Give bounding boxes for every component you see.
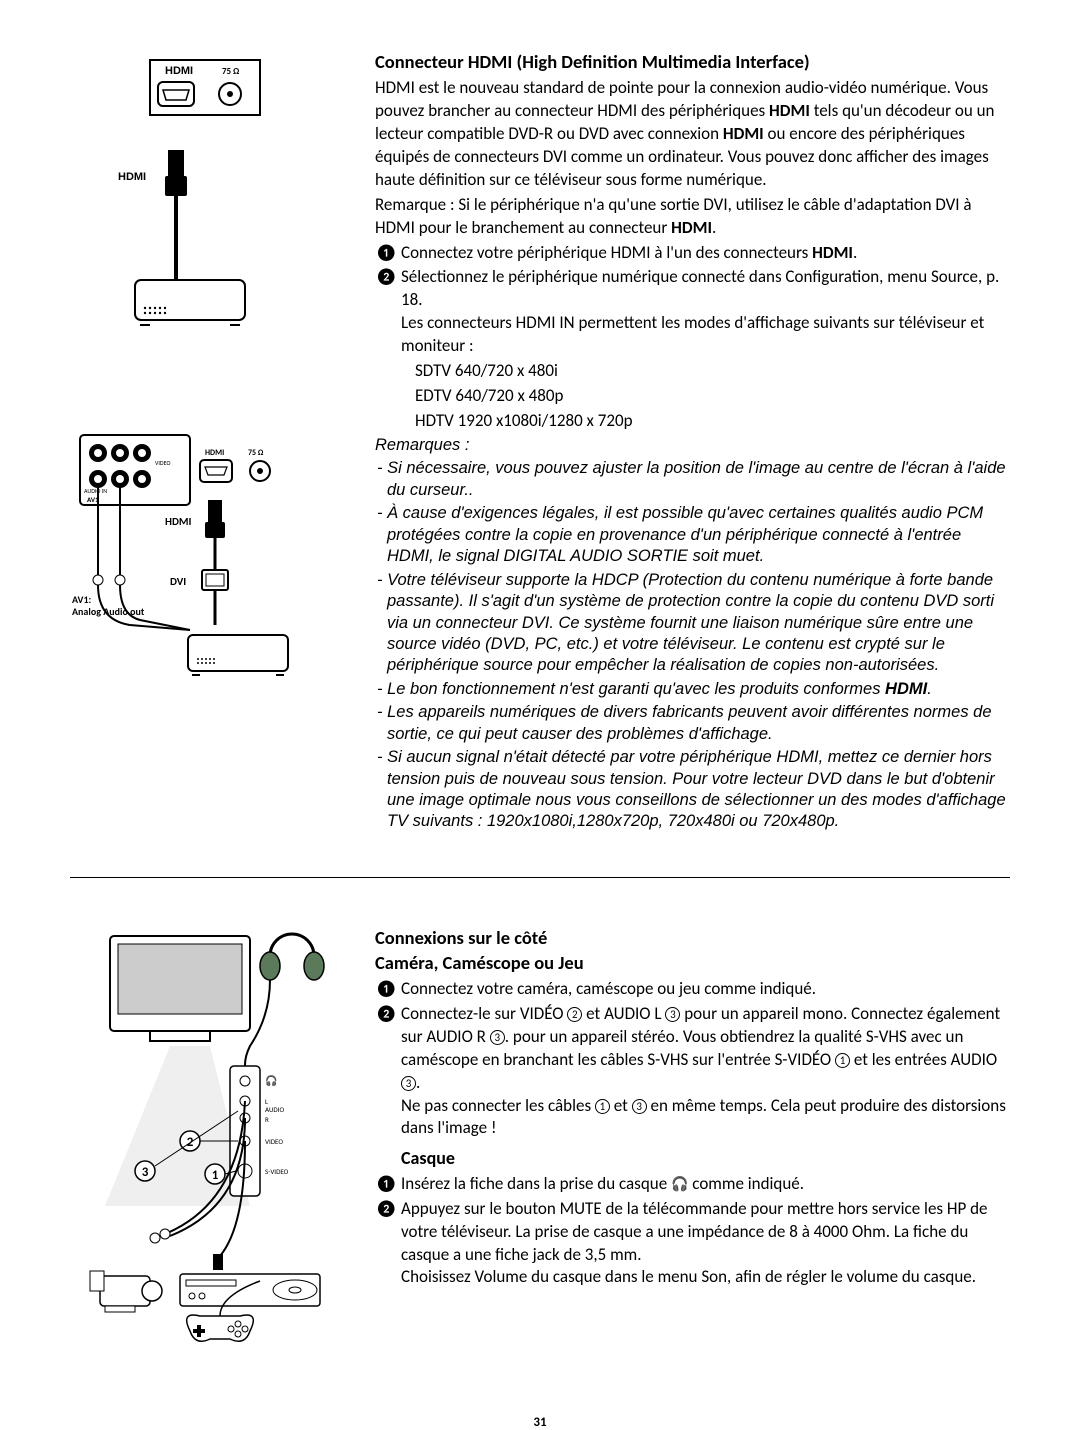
section-divider [70, 877, 1010, 878]
ohm-label: 75 Ω [222, 66, 239, 77]
side-step-2: ❷ Connectez-le sur VIDÉO 2 et AUDIO L 3 … [375, 1003, 1010, 1095]
remark-6: - Si aucun signal n'était détecté par vo… [375, 747, 1010, 833]
mode-sdtv: SDTV 640/720 x 480i [415, 360, 1010, 383]
svg-text:75 Ω: 75 Ω [248, 448, 264, 458]
side-connections-diagram: 🎧 L R AUDIO VIDEO S-VIDEO 2 3 1 [70, 926, 350, 1366]
hdmi-intro: HDMI est le nouveau standard de pointe p… [375, 77, 1010, 192]
hdmi-dvi-diagram: VIDEO AUDIO IN AV1 HDMI 75 Ω HDMI [70, 425, 330, 745]
hdmi-simple-diagram: HDMI 75 Ω HDMI [110, 50, 290, 350]
step-1: ❶ Connectez votre périphérique HDMI à l'… [375, 242, 1010, 265]
casque-heading: Casque [401, 1146, 1010, 1170]
svg-text:VIDEO: VIDEO [265, 1137, 283, 1146]
casque-step-1: ❶ Insérez la fiche dans la prise du casq… [375, 1173, 1010, 1196]
side-step-1: ❶ Connectez votre caméra, caméscope ou j… [375, 978, 1010, 1001]
hdmi-dvi-remark: Remarque : Si le périphérique n'a qu'une… [375, 194, 1010, 240]
svg-text:🎧: 🎧 [265, 1074, 277, 1087]
side-warning: Ne pas connecter les câbles 1 et 3 en mê… [401, 1095, 1010, 1141]
svg-text:Analog Audio out: Analog Audio out [72, 605, 145, 618]
mode-edtv: EDTV 640/720 x 480p [415, 385, 1010, 408]
remark-5: - Les appareils numériques de divers fab… [375, 702, 1010, 745]
remark-1: - Si nécessaire, vous pouvez ajuster la … [375, 458, 1010, 501]
svg-text:VIDEO: VIDEO [155, 459, 170, 467]
remark-4: - Le bon fonctionnement n'est garanti qu… [375, 679, 1010, 700]
mode-hdtv: HDTV 1920 x1080i/1280 x 720p [415, 410, 1010, 433]
hdmi-cable-label: HDMI [118, 171, 146, 183]
svg-text:1: 1 [212, 1168, 219, 1183]
svg-text:AUDIO: AUDIO [265, 1105, 285, 1114]
side-heading-2: Caméra, Caméscope ou Jeu [375, 951, 1010, 976]
svg-text:AUDIO IN: AUDIO IN [84, 487, 107, 495]
hdmi-port-label: HDMI [165, 65, 193, 77]
step-2: ❷ Sélectionnez le périphérique numérique… [375, 266, 1010, 312]
svg-text:R: R [265, 1115, 269, 1124]
svg-text:S-VIDEO: S-VIDEO [265, 1167, 289, 1176]
remark-3: - Votre téléviseur supporte la HDCP (Pro… [375, 570, 1010, 677]
casque-volume: Choisissez Volume du casque dans le menu… [401, 1266, 1010, 1289]
page-number: 31 [70, 1415, 1010, 1430]
svg-text:DVI: DVI [170, 575, 186, 588]
svg-text:HDMI: HDMI [205, 448, 224, 458]
side-heading-1: Connexions sur le côté [375, 926, 1010, 951]
modes-intro: Les connecteurs HDMI IN permettent les m… [401, 312, 1010, 358]
svg-text:HDMI: HDMI [165, 515, 191, 528]
remark-2: - À cause d'exigences légales, il est po… [375, 503, 1010, 567]
casque-step-2: ❷ Appuyez sur le bouton MUTE de la téléc… [375, 1198, 1010, 1267]
remarques-label: Remarques : [375, 435, 1010, 456]
hdmi-heading: Connecteur HDMI (High Definition Multime… [375, 50, 1010, 75]
svg-text:3: 3 [142, 1165, 149, 1180]
